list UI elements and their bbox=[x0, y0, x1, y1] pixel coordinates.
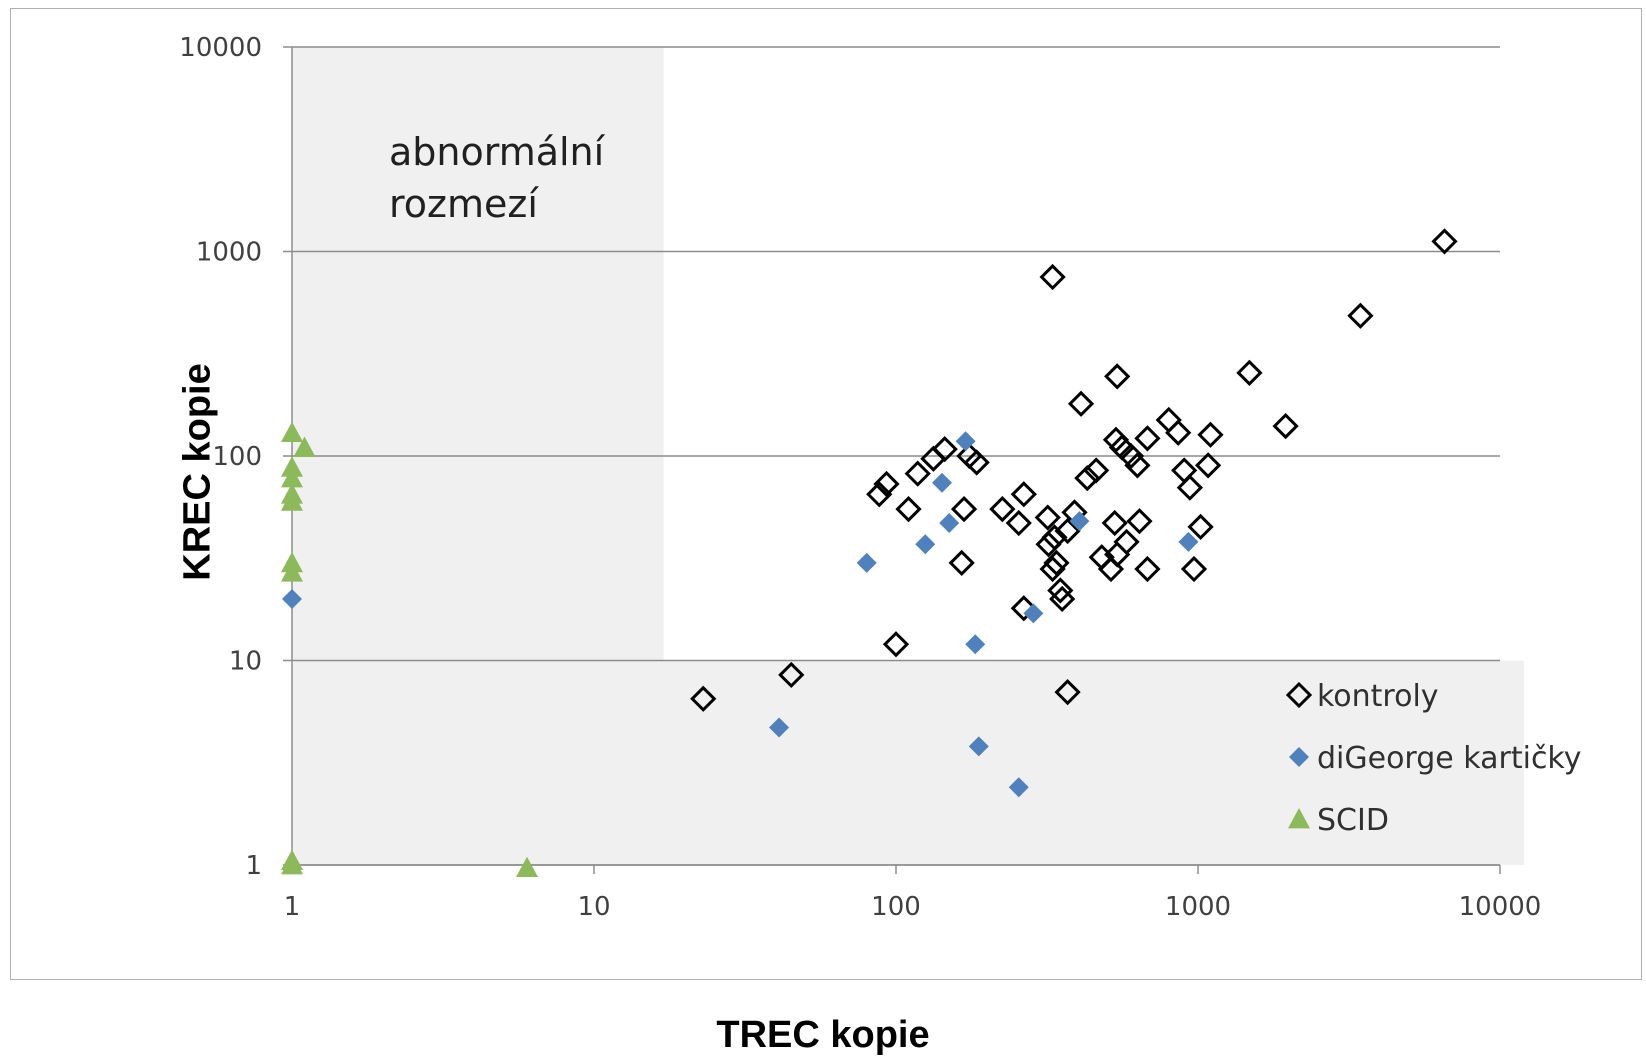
digeorge-point bbox=[1069, 511, 1090, 532]
kontroly-point bbox=[882, 631, 910, 658]
kontroly-point bbox=[866, 481, 893, 508]
digeorge-point bbox=[955, 431, 976, 452]
kontroly-point bbox=[1113, 528, 1140, 556]
y-tick-label: 1000 bbox=[196, 238, 262, 268]
y-tick-label: 10 bbox=[229, 647, 262, 677]
abnormal-region-bottom bbox=[292, 660, 1524, 865]
kontroly-point bbox=[1010, 595, 1037, 622]
chart-frame: 1 10 100 1000 10000 1 10 100 1000 10000 abnormáln… bbox=[10, 8, 1642, 980]
kontroly-point bbox=[1155, 406, 1182, 434]
kontroly-point bbox=[1134, 555, 1161, 583]
legend-digeorge-label: diGeorge kartičky bbox=[1317, 741, 1582, 776]
x-tick-label: 1 bbox=[284, 892, 301, 922]
y-tick-label: 1 bbox=[245, 851, 262, 881]
kontroly-point bbox=[1236, 359, 1263, 386]
y-tick-label: 100 bbox=[212, 442, 262, 472]
kontroly-point bbox=[1124, 452, 1151, 479]
legend: kontroly diGeorge kartičky SCID bbox=[1285, 679, 1582, 838]
kontroly-point bbox=[1047, 577, 1074, 604]
kontroly-point bbox=[1067, 390, 1095, 417]
kontroly-point bbox=[1272, 412, 1299, 440]
scid-point bbox=[281, 421, 303, 443]
kontroly-point bbox=[1101, 509, 1128, 537]
digeorge-point bbox=[968, 736, 989, 757]
digeorge-point bbox=[1008, 777, 1029, 798]
kontroly-point bbox=[1041, 524, 1068, 551]
annotation-line-2: rozmezí bbox=[389, 182, 539, 226]
x-tick-label: 1000 bbox=[1165, 892, 1231, 922]
legend-digeorge-marker bbox=[1289, 747, 1309, 767]
scatter-plot: 1 10 100 1000 10000 1 10 100 1000 10000 abnormáln… bbox=[179, 33, 1582, 922]
digeorge-point bbox=[931, 472, 952, 493]
kontroly-point bbox=[950, 495, 978, 523]
kontroly-point bbox=[1165, 419, 1192, 446]
kontroly-point bbox=[989, 495, 1016, 523]
y-tick-label: 10000 bbox=[179, 33, 262, 63]
kontroly-point bbox=[1194, 452, 1222, 479]
scid-point bbox=[293, 436, 316, 457]
kontroly-point bbox=[1054, 517, 1081, 545]
scid-point bbox=[281, 467, 303, 488]
kontroly-point bbox=[895, 495, 922, 523]
x-tick-label: 10 bbox=[577, 892, 610, 922]
legend-scid-label: SCID bbox=[1317, 803, 1389, 838]
kontroly-point bbox=[1083, 457, 1110, 484]
x-tick-label: 100 bbox=[871, 892, 921, 922]
kontroly-point bbox=[1043, 549, 1070, 577]
digeorge-point bbox=[1023, 603, 1044, 624]
kontroly-point bbox=[1035, 531, 1062, 558]
legend-kontroly-marker bbox=[1285, 681, 1313, 709]
kontroly-point bbox=[1180, 555, 1208, 583]
legend-scid-marker bbox=[1288, 808, 1310, 829]
digeorge-point bbox=[282, 588, 302, 609]
kontroly-point bbox=[1126, 508, 1153, 535]
kontroly-point bbox=[1197, 421, 1224, 448]
kontroly-point bbox=[1039, 555, 1066, 583]
scid-point bbox=[281, 456, 303, 477]
legend-kontroly-label: kontroly bbox=[1317, 679, 1439, 714]
kontroly-point bbox=[1176, 474, 1204, 501]
kontroly-point bbox=[931, 436, 958, 463]
kontroly-point bbox=[873, 470, 900, 498]
x-axis-title: TREC kopie bbox=[716, 1014, 930, 1056]
kontroly-point bbox=[963, 449, 990, 476]
kontroly-point bbox=[1134, 425, 1161, 452]
kontroly-point bbox=[1347, 302, 1374, 329]
kontroly-point bbox=[920, 445, 947, 472]
digeorge-point bbox=[769, 717, 790, 738]
kontroly-point bbox=[1104, 363, 1131, 390]
kontroly-point bbox=[690, 685, 717, 712]
kontroly-point bbox=[1187, 513, 1214, 541]
kontroly-point bbox=[1054, 679, 1081, 706]
scid-point bbox=[281, 849, 303, 871]
kontroly-point bbox=[1005, 509, 1032, 537]
scid-point bbox=[516, 856, 539, 878]
digeorge-point bbox=[1178, 531, 1199, 552]
annotation-line-1: abnormální bbox=[389, 130, 606, 174]
kontroly-point bbox=[1117, 442, 1145, 470]
kontroly-point bbox=[1039, 263, 1066, 291]
kontroly-point bbox=[1034, 504, 1061, 531]
digeorge-point bbox=[915, 534, 936, 555]
scid-point bbox=[281, 551, 303, 573]
kontroly-point bbox=[1049, 585, 1076, 613]
y-axis-title: KREC kopie bbox=[176, 363, 219, 581]
kontroly-point bbox=[1074, 464, 1101, 492]
kontroly-point bbox=[948, 549, 975, 577]
digeorge-point bbox=[939, 513, 960, 534]
x-tick-label: 10000 bbox=[1459, 892, 1542, 922]
kontroly-point bbox=[1431, 228, 1458, 255]
kontroly-point bbox=[904, 460, 931, 487]
digeorge-point bbox=[856, 552, 877, 573]
digeorge-point bbox=[965, 634, 986, 655]
kontroly-point bbox=[778, 661, 805, 689]
kontroly-point bbox=[1010, 481, 1037, 508]
scid-point bbox=[281, 483, 303, 504]
